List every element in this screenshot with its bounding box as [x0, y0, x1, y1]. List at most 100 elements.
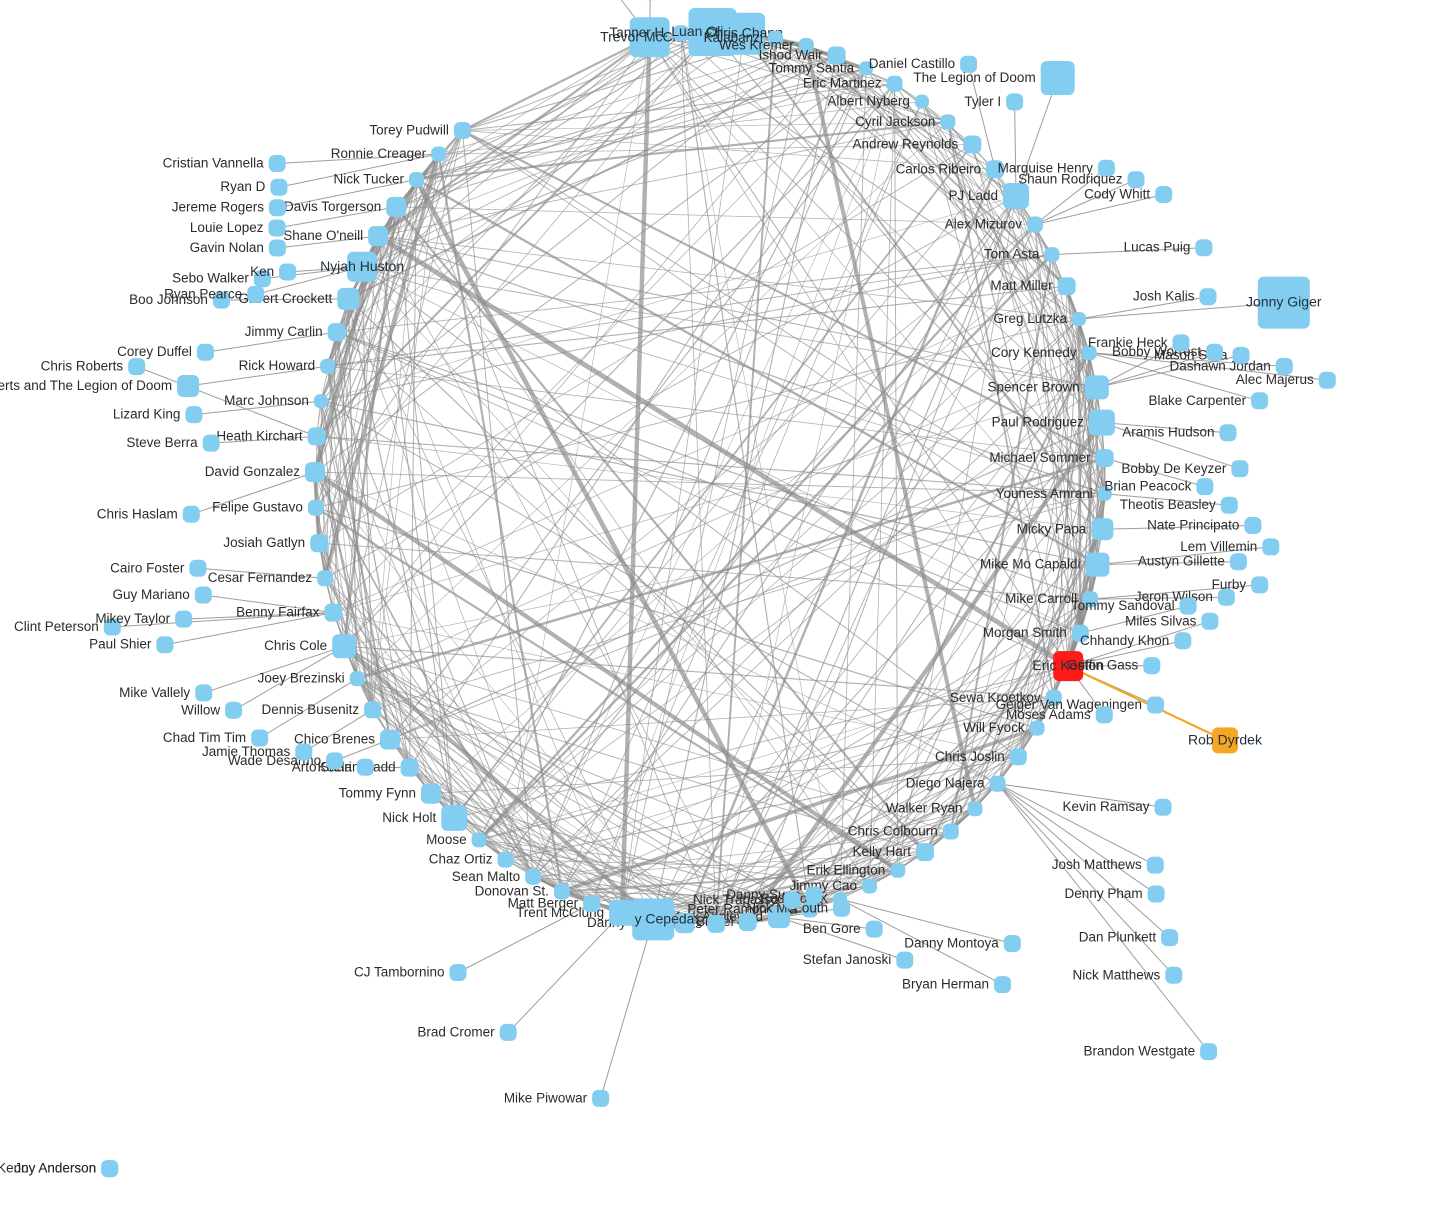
- svg-text:Josh Matthews: Josh Matthews: [1052, 857, 1142, 872]
- svg-text:Chaz Ortiz: Chaz Ortiz: [429, 852, 493, 867]
- svg-text:Walker Ryan: Walker Ryan: [886, 801, 963, 816]
- svg-text:Ben Gore: Ben Gore: [803, 921, 861, 936]
- svg-text:Ryan Pearce: Ryan Pearce: [164, 286, 242, 301]
- svg-text:Cory Kennedy: Cory Kennedy: [991, 345, 1077, 360]
- svg-text:Benny Fairfax: Benny Fairfax: [236, 605, 320, 620]
- svg-text:Moose: Moose: [426, 832, 467, 847]
- svg-text:Jamie Thomas: Jamie Thomas: [202, 744, 291, 759]
- svg-text:Austyn Gillette: Austyn Gillette: [1138, 554, 1225, 569]
- svg-text:Ken: Ken: [250, 264, 274, 279]
- svg-text:Blake Carpenter: Blake Carpenter: [1149, 393, 1247, 408]
- svg-text:Torey Pudwill: Torey Pudwill: [369, 123, 449, 138]
- svg-text:Chris Roberts and The Legion o: Chris Roberts and The Legion of Doom: [0, 378, 172, 393]
- svg-text:Nick Trapasso: Nick Trapasso: [693, 892, 779, 907]
- svg-text:Denny Pham: Denny Pham: [1065, 886, 1143, 901]
- svg-text:Sean Malto: Sean Malto: [452, 869, 520, 884]
- svg-text:Chris Joslin: Chris Joslin: [935, 749, 1005, 764]
- svg-text:Davis Torgerson: Davis Torgerson: [284, 199, 381, 214]
- svg-text:Tommy Sandoval: Tommy Sandoval: [1071, 598, 1175, 613]
- svg-text:Josiah Gatlyn: Josiah Gatlyn: [223, 535, 305, 550]
- svg-text:Tommy Santia: Tommy Santia: [769, 60, 855, 75]
- svg-text:Louie Lopez: Louie Lopez: [190, 220, 264, 235]
- svg-text:Dan Plunkett: Dan Plunkett: [1079, 930, 1157, 945]
- svg-text:Alex Mizurov: Alex Mizurov: [945, 217, 1023, 232]
- svg-text:Shaun Rodriquez: Shaun Rodriquez: [1018, 172, 1123, 187]
- svg-text:Erik Ellington: Erik Ellington: [807, 862, 886, 877]
- svg-text:Brandon Westgate: Brandon Westgate: [1084, 1044, 1196, 1059]
- svg-text:Michael Sommer: Michael Sommer: [989, 450, 1091, 465]
- svg-text:Sebo Walker: Sebo Walker: [172, 271, 249, 286]
- svg-text:Griffin Gass: Griffin Gass: [1067, 658, 1138, 673]
- svg-text:Rick Howard: Rick Howard: [239, 358, 316, 373]
- svg-text:Matt Miller: Matt Miller: [990, 278, 1053, 293]
- svg-text:Mike Piwowar: Mike Piwowar: [504, 1090, 588, 1105]
- svg-text:Frankie Heck: Frankie Heck: [1088, 335, 1168, 350]
- svg-text:Mikey Taylor: Mikey Taylor: [95, 611, 170, 626]
- svg-text:Clint Peterson: Clint Peterson: [14, 619, 99, 634]
- svg-text:Mike Mo Capaldi: Mike Mo Capaldi: [980, 557, 1081, 572]
- svg-text:Donovan St.: Donovan St.: [475, 884, 549, 899]
- svg-text:CJ Tambornino: CJ Tambornino: [354, 965, 445, 980]
- svg-text:Brad Cromer: Brad Cromer: [417, 1024, 495, 1039]
- svg-text:Lem Villemin: Lem Villemin: [1180, 539, 1257, 554]
- svg-text:Marc Johnson: Marc Johnson: [224, 393, 309, 408]
- svg-text:Paul Rodriguez: Paul Rodriguez: [992, 415, 1085, 430]
- svg-text:Brian Peacock: Brian Peacock: [1104, 479, 1191, 494]
- svg-text:Miles Silvas: Miles Silvas: [1125, 613, 1197, 628]
- svg-text:PJ Ladd: PJ Ladd: [948, 188, 998, 203]
- svg-text:Tyler I: Tyler I: [964, 94, 1001, 109]
- svg-text:Nick Holt: Nick Holt: [382, 810, 436, 825]
- svg-text:Nick Tucker: Nick Tucker: [333, 172, 404, 187]
- svg-text:Tanner H.: Tanner H.: [609, 25, 668, 40]
- svg-text:Jereme Rogers: Jereme Rogers: [172, 200, 265, 215]
- svg-text:The Legion of Doom: The Legion of Doom: [913, 70, 1035, 85]
- svg-text:Joy Anderson: Joy Anderson: [14, 1161, 96, 1176]
- svg-text:Heath Kirchart: Heath Kirchart: [216, 428, 303, 443]
- svg-text:Carlos Ribeiro: Carlos Ribeiro: [896, 161, 982, 176]
- svg-text:Mike Carroll: Mike Carroll: [1005, 591, 1077, 606]
- svg-text:Bobby De Keyzer: Bobby De Keyzer: [1121, 461, 1227, 476]
- svg-text:Kelly Hart: Kelly Hart: [852, 844, 911, 859]
- svg-text:Joey Brezinski: Joey Brezinski: [258, 671, 345, 686]
- svg-text:Daniel Castillo: Daniel Castillo: [869, 56, 955, 71]
- svg-text:Shane O'neill: Shane O'neill: [283, 228, 363, 243]
- svg-text:Mike Vallely: Mike Vallely: [119, 685, 190, 700]
- svg-text:Chris Roberts: Chris Roberts: [41, 359, 124, 374]
- svg-text:Josh Kalis: Josh Kalis: [1133, 289, 1195, 304]
- svg-text:Felipe Gustavo: Felipe Gustavo: [212, 500, 303, 515]
- svg-text:Rob Dyrdek: Rob Dyrdek: [1188, 731, 1263, 747]
- svg-text:Jonny Giger: Jonny Giger: [1246, 294, 1322, 310]
- svg-text:Guy Mariano: Guy Mariano: [113, 587, 190, 602]
- svg-text:Aramis Hudson: Aramis Hudson: [1122, 425, 1214, 440]
- svg-text:Chris Haslam: Chris Haslam: [97, 506, 178, 521]
- svg-text:Nate Principato: Nate Principato: [1147, 518, 1239, 533]
- svg-text:Ronnie Creager: Ronnie Creager: [331, 146, 427, 161]
- svg-text:Cristian Vannella: Cristian Vannella: [163, 156, 265, 171]
- svg-text:Paul Shier: Paul Shier: [89, 637, 152, 652]
- svg-text:Corey Duffel: Corey Duffel: [117, 344, 192, 359]
- svg-text:Ryan D: Ryan D: [220, 179, 265, 194]
- svg-text:Kevin Ramsay: Kevin Ramsay: [1062, 799, 1149, 814]
- svg-text:Lucas Puig: Lucas Puig: [1124, 240, 1191, 255]
- svg-text:Theotis Beasley: Theotis Beasley: [1120, 497, 1216, 512]
- svg-text:Micky Papa: Micky Papa: [1017, 521, 1087, 536]
- svg-text:Cyril Jackson: Cyril Jackson: [855, 114, 935, 129]
- svg-text:Chad Tim Tim: Chad Tim Tim: [163, 730, 246, 745]
- svg-text:Andrew Reynolds: Andrew Reynolds: [852, 137, 958, 152]
- svg-text:Chhandy Khon: Chhandy Khon: [1080, 633, 1169, 648]
- svg-text:Will Fyock: Will Fyock: [963, 720, 1025, 735]
- svg-text:Lizard King: Lizard King: [113, 407, 181, 422]
- svg-text:Tom Asta: Tom Asta: [984, 247, 1040, 262]
- svg-text:Cody Whitt: Cody Whitt: [1084, 187, 1150, 202]
- svg-text:Gavin Nolan: Gavin Nolan: [190, 240, 264, 255]
- svg-text:Moses Adams: Moses Adams: [1006, 707, 1091, 722]
- svg-text:Cairo Foster: Cairo Foster: [110, 560, 185, 575]
- svg-text:Tommy Fynn: Tommy Fynn: [339, 786, 416, 801]
- svg-text:Alec Majerus: Alec Majerus: [1236, 372, 1314, 387]
- svg-text:David Gonzalez: David Gonzalez: [205, 464, 301, 479]
- svg-text:Steve Berra: Steve Berra: [126, 435, 198, 450]
- svg-text:Stefan Janoski: Stefan Janoski: [803, 952, 892, 967]
- svg-text:Willow: Willow: [181, 702, 220, 717]
- svg-text:Greg Lutzka: Greg Lutzka: [993, 311, 1067, 326]
- svg-text:Diego Najera: Diego Najera: [906, 776, 985, 791]
